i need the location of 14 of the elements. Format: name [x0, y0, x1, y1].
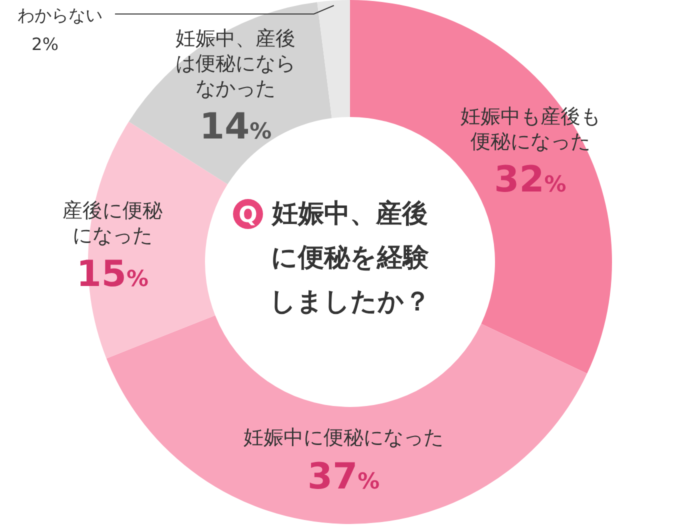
slice-label: 妊娠中に便秘になった [242, 425, 445, 450]
text: 妊娠中、産後に便秘を経験しましたか？ [268, 198, 432, 319]
slice-label: 妊娠中、産後は便秘にならなかった [174, 26, 297, 101]
donut-slice [106, 315, 588, 524]
donut-slice [317, 0, 350, 118]
data-label: 37% [308, 456, 380, 498]
data-label: 32% [494, 160, 566, 201]
data-label: 15% [76, 254, 149, 295]
data-label: 14% [200, 106, 272, 148]
slice-label: 産後に便秘になった [61, 198, 164, 248]
data-label: 2% [32, 35, 58, 55]
text: Q [238, 203, 258, 228]
slice-label: わからない [16, 5, 104, 27]
donut-slice [350, 0, 612, 374]
